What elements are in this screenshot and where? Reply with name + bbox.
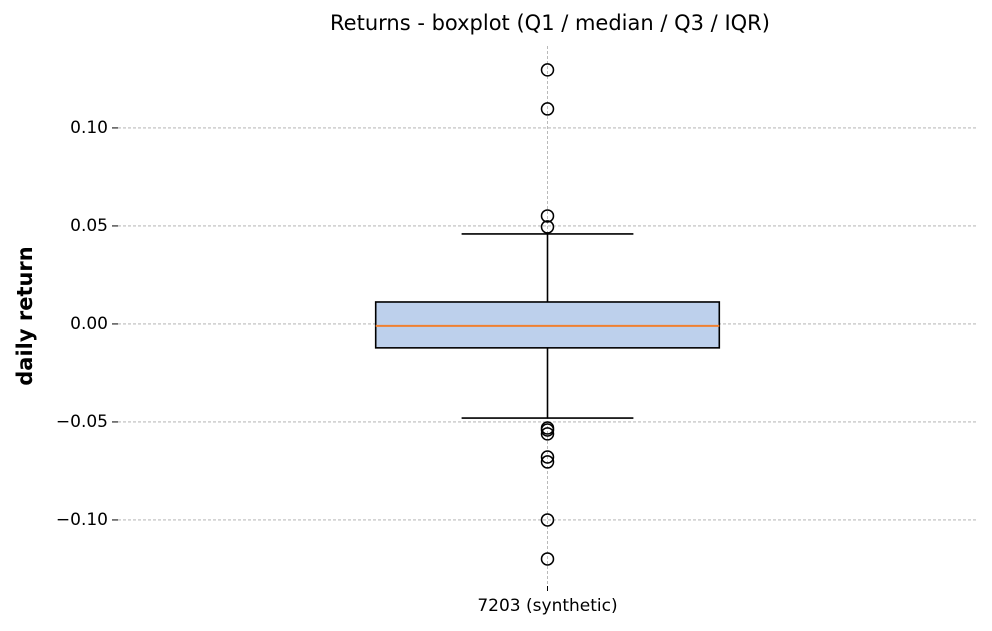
- outlier: [540, 423, 555, 437]
- y-tick-label: −0.05: [56, 412, 108, 432]
- y-tick-label: 0.05: [70, 216, 108, 236]
- outlier: [540, 513, 555, 527]
- y-axis-label: daily return: [13, 246, 37, 386]
- outlier: [540, 63, 555, 77]
- y-tick-label: 0.10: [70, 118, 108, 138]
- outlier: [540, 209, 555, 223]
- chart-title: Returns - boxplot (Q1 / median / Q3 / IQ…: [330, 11, 770, 35]
- outlier: [540, 220, 555, 234]
- y-tick-label: −0.10: [56, 510, 108, 530]
- outlier: [540, 427, 555, 441]
- x-tick-label: 7203 (synthetic): [477, 596, 617, 616]
- y-tick-label: 0.00: [70, 314, 108, 334]
- outlier: [540, 455, 555, 469]
- outlier: [540, 450, 555, 464]
- outlier: [540, 552, 555, 566]
- outlier: [540, 102, 555, 116]
